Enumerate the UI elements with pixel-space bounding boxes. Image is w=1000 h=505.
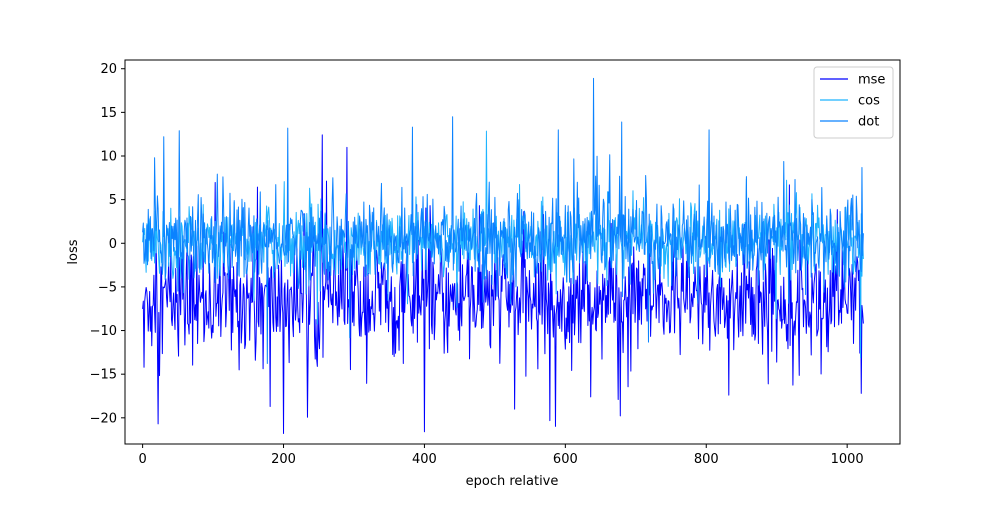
x-tick-label: 800 [694, 452, 719, 467]
y-tick-label: 0 [109, 237, 117, 252]
legend-label-dot: dot [858, 115, 879, 130]
legend-box [813, 66, 894, 139]
y-tick-label: −10 [90, 324, 117, 339]
plot-frame [124, 59, 901, 445]
y-tick-label: −20 [90, 411, 117, 426]
x-tick-label: 600 [553, 452, 578, 467]
legend-label-cos: cos [858, 94, 880, 109]
plot-lines [142, 77, 864, 435]
y-tick-label: 15 [100, 106, 117, 121]
y-tick-label: 20 [100, 62, 117, 77]
x-tick-label: 200 [271, 452, 296, 467]
series-line-mse [142, 134, 864, 435]
legend-label-mse: mse [858, 73, 885, 88]
y-tick-label: 10 [100, 150, 117, 165]
y-tick-label: 5 [109, 193, 117, 208]
y-tick-label: −15 [90, 368, 117, 383]
y-tick-label: −5 [98, 280, 117, 295]
series-line-dot [142, 77, 864, 364]
y-axis-ticks: −20 −15 −10 −5 0 5 10 15 20 [90, 62, 125, 426]
x-tick-label: 1000 [831, 452, 864, 467]
x-axis-ticks: 0 200 400 600 800 1000 [138, 444, 864, 467]
legend: mse cos dot [813, 66, 894, 139]
y-axis-label: loss [66, 239, 81, 264]
x-tick-label: 400 [412, 452, 437, 467]
x-tick-label: 0 [138, 452, 146, 467]
x-axis-label: epoch relative [466, 474, 559, 489]
